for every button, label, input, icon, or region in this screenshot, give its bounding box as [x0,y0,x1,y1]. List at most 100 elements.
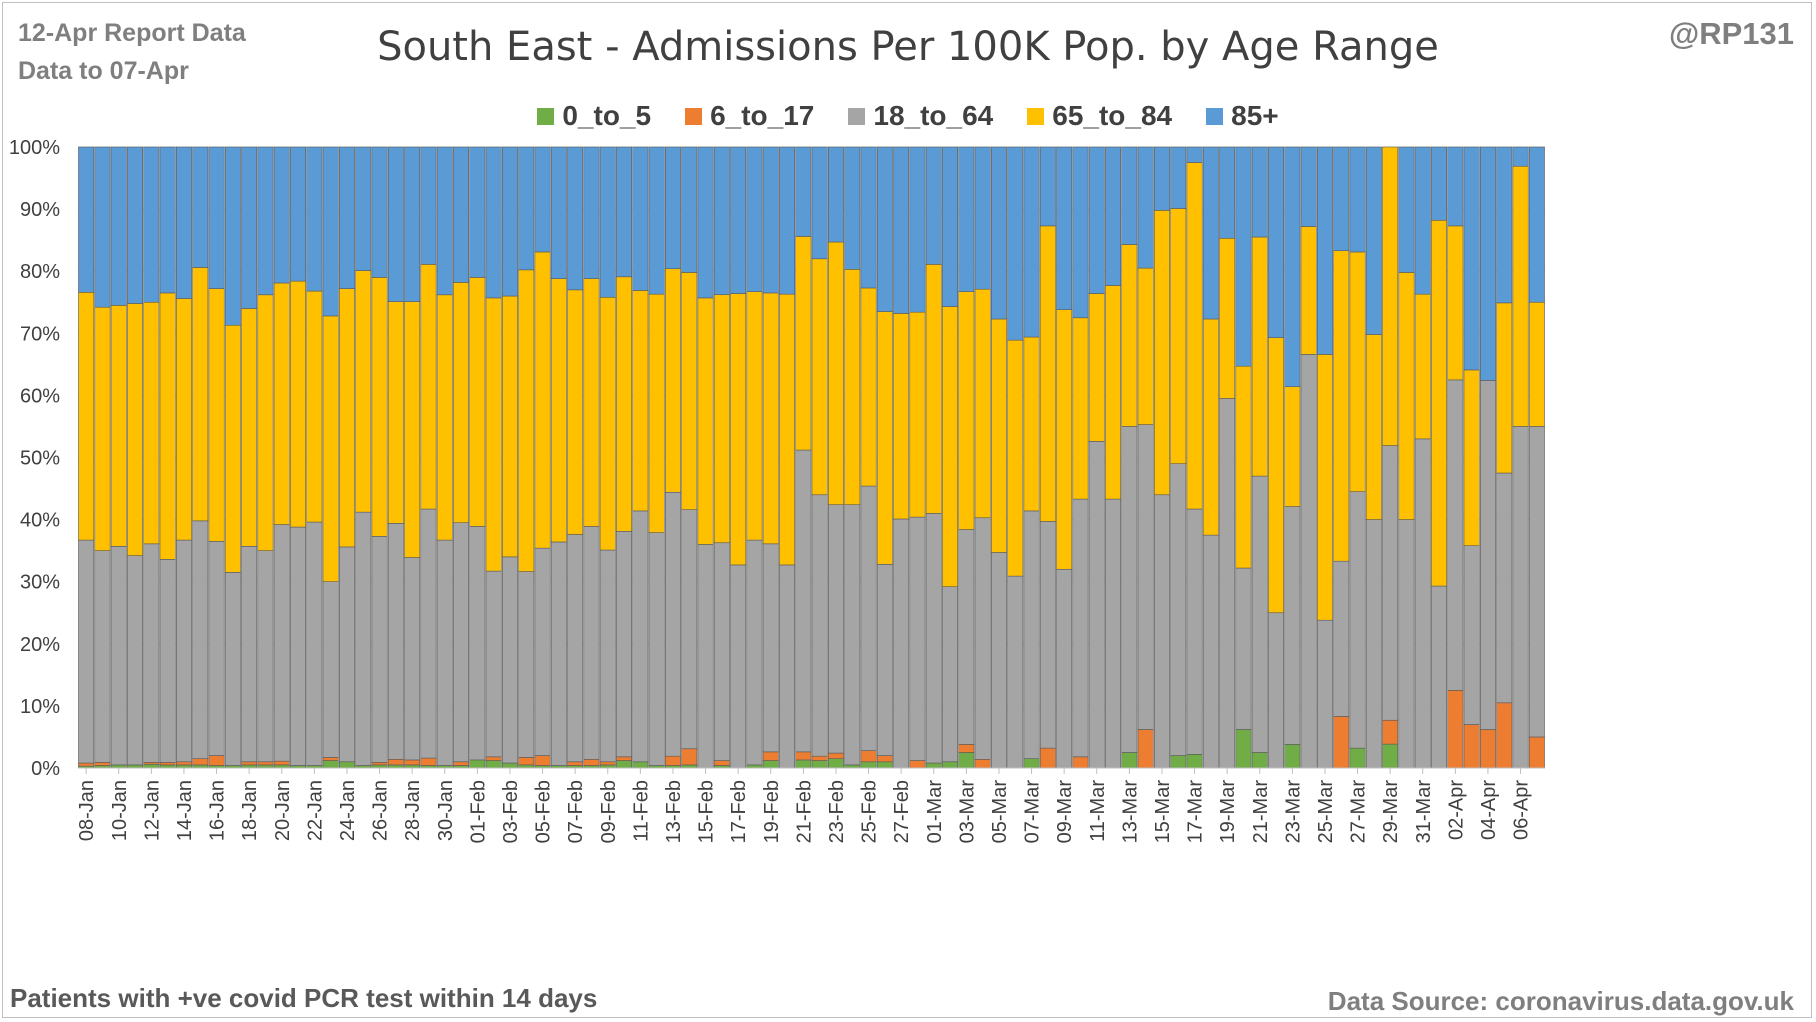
bar-segment-18-to-64 [241,546,258,763]
bar-segment-85 [159,146,176,294]
bar-segment-65-to-84 [1251,236,1268,477]
bar-segment-65-to-84 [795,236,812,451]
bar-segment-18-to-64 [550,541,567,766]
x-tick-label: 23-Feb [826,780,848,843]
bar-segment-85 [795,146,812,237]
bar-segment-85 [453,146,470,283]
bar-segment-0-to-5 [1023,758,1040,769]
bar-segment-6-to-17 [827,752,844,759]
x-tick-label: 11-Feb [630,780,652,842]
bar-segment-0-to-5 [860,761,877,769]
report-date-label: 12-Apr Report Data [18,19,246,47]
gridlines [78,146,1545,769]
bar-segment-85 [1105,146,1122,286]
bar-segment-65-to-84 [1186,162,1203,510]
y-tick-label: 40% [20,510,60,532]
bar-segment-65-to-84 [1300,226,1317,355]
bar-segment-85 [1268,146,1285,338]
bar-segment-6-to-17 [273,760,290,766]
bar-segment-18-to-64 [420,508,437,759]
bar-segment-85 [730,146,747,294]
bar-segment-85 [779,146,796,295]
bar-segment-85 [681,146,698,273]
bar-segment-85 [1349,146,1366,253]
bar-segment-18-to-64 [1382,445,1399,721]
bar-segment-85 [811,146,828,260]
bar-segment-85 [273,146,290,284]
x-tick-label: 21-Mar [1250,780,1272,844]
bar-segment-85 [1121,146,1138,245]
chart-title: South East - Admissions Per 100K Pop. by… [377,24,1439,70]
bar-segment-18-to-64 [990,552,1007,769]
x-tick-label: 31-Mar [1413,780,1435,844]
bar-segment-65-to-84 [762,292,779,545]
bar-segment-65-to-84 [436,294,453,541]
x-tick-label: 16-Jan [207,780,229,841]
bar-segment-65-to-84 [534,251,551,549]
x-tick-label: 01-Mar [924,780,946,844]
bar-segment-0-to-5 [1121,752,1138,769]
bar-segment-85 [1333,146,1350,252]
bar-segment-18-to-64 [1251,475,1268,753]
bar-segment-18-to-64 [1219,398,1236,769]
x-tick-label: 18-Jan [239,780,261,841]
bar-segment-85 [338,146,355,289]
bar-segment-6-to-17 [567,761,584,766]
bar-segment-0-to-5 [795,759,812,769]
bar-segment-0-to-5 [616,760,633,769]
bar-segment-0-to-5 [1349,747,1366,769]
bar-segment-65-to-84 [893,313,910,520]
bar-segment-85 [1202,146,1219,320]
legend-label-65-to-84: 65_to_84 [1052,100,1173,131]
bar-segment-65-to-84 [827,241,844,505]
bar-segment-6-to-17 [713,760,730,766]
legend-item-85-plus: 85+ [1206,100,1279,132]
bar-segment-85 [1300,146,1317,227]
bar-segment-6-to-17 [257,761,274,766]
bar-segment-65-to-84 [1496,302,1513,474]
x-tick-label: 06-Apr [1511,780,1533,840]
bar-segment-85 [599,146,616,298]
footnote: Patients with +ve covid PCR test within … [10,983,598,1013]
bar-segment-6-to-17 [175,761,192,766]
bar-segment-18-to-64 [1463,545,1480,725]
x-tick-label: 25-Feb [859,780,881,843]
bar-segment-85 [1398,146,1415,273]
bar-segment-65-to-84 [290,280,307,528]
bar-segment-6-to-17 [404,759,421,766]
bar-segment-85 [925,146,942,265]
bar-segment-85 [1056,146,1073,311]
y-tick-label: 50% [20,448,60,470]
bar-segment-0-to-5 [827,758,844,769]
bar-segment-85 [1365,146,1382,335]
bar-segment-18-to-64 [893,518,910,769]
bar-segment-18-to-64 [1512,426,1529,769]
bar-segment-85 [1284,146,1301,388]
bar-segment-18-to-64 [909,516,926,761]
bar-segment-65-to-84 [322,315,339,582]
bar-segment-18-to-64 [1349,491,1366,749]
bar-segment-18-to-64 [730,564,747,769]
bar-segment-65-to-84 [1219,237,1236,399]
bar-segment-18-to-64 [159,559,176,763]
bar-segment-0-to-5 [469,759,486,769]
bar-segment-65-to-84 [355,270,372,513]
bar-segment-65-to-84 [175,298,192,541]
bar-segment-18-to-64 [78,539,95,764]
bar-segment-18-to-64 [273,524,290,762]
bar-segment-85 [1479,146,1496,381]
bar-segment-85 [1137,146,1154,269]
bar-segment-65-to-84 [241,308,258,547]
x-tick-label: 09-Feb [598,780,620,843]
bar-segment-18-to-64 [143,543,160,763]
bar-segment-65-to-84 [1284,386,1301,507]
legend-item-18-to-64: 18_to_64 [848,100,993,132]
bar-segment-85 [469,146,486,278]
bar-segment-85 [648,146,665,295]
bar-segment-85 [697,146,714,299]
bar-segment-85 [241,146,258,309]
data-source: Data Source: coronavirus.data.gov.uk [1327,986,1794,1016]
bar-segment-65-to-84 [273,282,290,525]
